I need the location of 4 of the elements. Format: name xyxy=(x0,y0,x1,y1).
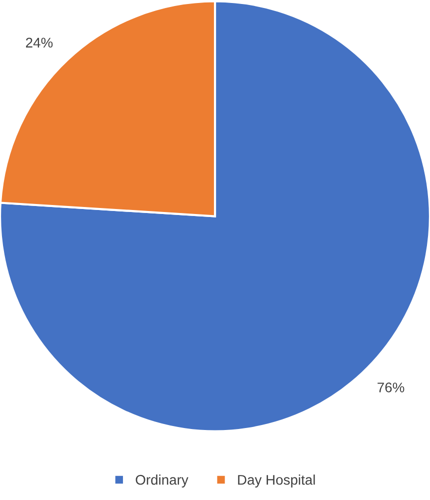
data-label: 76% xyxy=(378,382,404,392)
legend-label: Ordinary xyxy=(136,474,188,488)
data-label: 24% xyxy=(26,38,53,48)
legend-label: Day Hospital xyxy=(238,474,315,488)
